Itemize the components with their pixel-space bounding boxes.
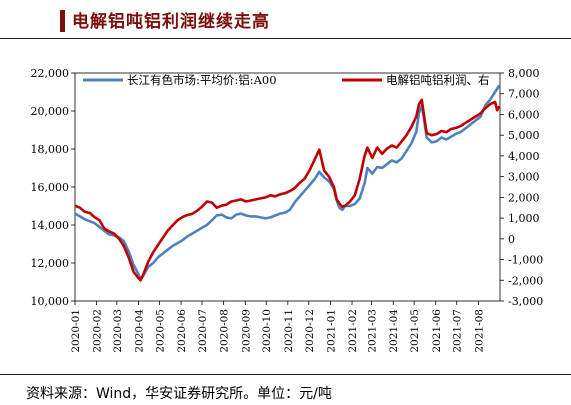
y-left-tick-label: 22,000 bbox=[31, 67, 70, 80]
y-right-tick-label: 7,000 bbox=[508, 88, 540, 101]
y-right-tick-label: 6,000 bbox=[508, 108, 540, 121]
x-tick-label: 2021-02 bbox=[347, 309, 359, 353]
y-left-tick-label: 16,000 bbox=[31, 181, 70, 194]
x-tick-label: 2020-06 bbox=[176, 309, 188, 353]
x-tick-label: 2020-11 bbox=[283, 309, 295, 353]
x-tick-label: 2021-08 bbox=[473, 309, 485, 353]
x-tick-label: 2020-12 bbox=[304, 309, 316, 353]
x-tick-label: 2021-01 bbox=[325, 309, 337, 353]
x-tick-label: 2020-08 bbox=[219, 309, 231, 353]
series-line-aluminum-price bbox=[74, 84, 501, 281]
line-chart: 10,000 12,000 14,000 16,000 18,000 20,000 22,0… bbox=[31, 67, 544, 353]
x-tick-label: 2020-05 bbox=[154, 309, 166, 353]
y-right-tick-label: -3,000 bbox=[508, 295, 543, 308]
y-left-tick-label: 12,000 bbox=[31, 257, 70, 270]
y-right-tick-label: 2,000 bbox=[508, 191, 540, 204]
x-tick-label: 2020-02 bbox=[92, 309, 104, 353]
y-right-tick-label: -1,000 bbox=[508, 254, 543, 267]
x-tick-label: 2020-09 bbox=[240, 309, 252, 353]
x-tick-label: 2021-04 bbox=[388, 309, 400, 353]
x-tick-label: 2020-04 bbox=[134, 309, 146, 353]
y-right-tick-label: 8,000 bbox=[508, 67, 540, 80]
y-right-tick-label: 5,000 bbox=[508, 129, 540, 142]
x-tick-label: 2020-07 bbox=[197, 309, 209, 353]
legend-label: 长江有色市场:平均价:铝:A00 bbox=[127, 73, 277, 87]
y-right-tick-label: 1,000 bbox=[508, 212, 540, 225]
y-right-tick-label: 3,000 bbox=[508, 171, 540, 184]
page-title: 电解铝吨铝利润继续走高 bbox=[72, 12, 270, 32]
source-note: 资料来源：Wind，华安证券研究所。单位：元/吨 bbox=[0, 374, 571, 405]
x-tick-label: 2021-07 bbox=[452, 309, 464, 353]
x-tick-label: 2020-10 bbox=[261, 309, 273, 353]
x-tick-label: 2021-06 bbox=[431, 309, 443, 353]
x-tick-label: 2020-03 bbox=[112, 309, 124, 353]
x-tick-label: 2021-05 bbox=[409, 309, 421, 353]
x-tick-label: 2020-01 bbox=[70, 309, 82, 353]
title-accent-mark bbox=[60, 10, 65, 32]
y-right-tick-label: 4,000 bbox=[508, 150, 540, 163]
y-left-tick-label: 10,000 bbox=[31, 295, 70, 308]
plot-frame bbox=[74, 72, 501, 302]
legend-label: 电解铝吨铝利润、右 bbox=[386, 73, 490, 87]
series-line-profit bbox=[74, 98, 501, 282]
title-bar: 电解铝吨铝利润继续走高 bbox=[0, 0, 571, 39]
x-tick-label: 2021-03 bbox=[367, 309, 379, 353]
y-left-tick-label: 20,000 bbox=[31, 105, 70, 118]
y-right-tick-label: -2,000 bbox=[508, 274, 543, 287]
y-right-tick-label: 0 bbox=[508, 233, 515, 246]
y-left-tick-label: 18,000 bbox=[31, 143, 70, 156]
y-left-tick-label: 14,000 bbox=[31, 219, 70, 232]
